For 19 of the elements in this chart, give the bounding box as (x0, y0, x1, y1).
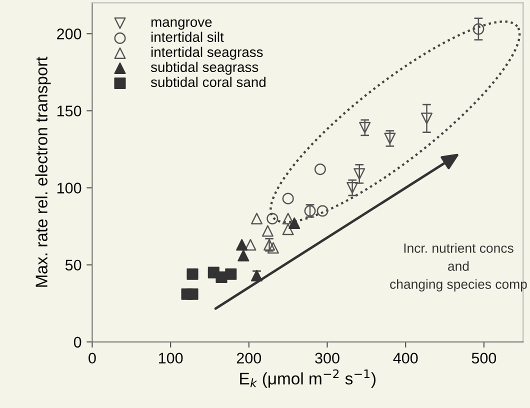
x-axis-title: E$_{k}$ (μmol m$^{−2}$ s$^{−1}$) (240, 369, 376, 388)
y-tick-label: 50 (65, 260, 82, 271)
annotation: Incr. nutrient concs and changing species comp (390, 243, 527, 292)
legend-label: intertidal silt (151, 32, 224, 42)
x-tick-label: 500 (472, 352, 496, 364)
y-tick-label: 0 (74, 336, 82, 348)
y-tick-label: 100 (57, 182, 82, 194)
legend-label: mangrove (151, 19, 212, 30)
y-tick-label: 200 (57, 28, 82, 40)
x-tick-label: 100 (158, 352, 183, 364)
y-axis-title: Max. rate rel. electron transport (35, 56, 51, 287)
x-tick-label: 0 (88, 352, 96, 364)
y-tick-label: 150 (57, 106, 82, 116)
legend-label: subtidal seagrass (150, 62, 258, 75)
x-tick-label: 300 (315, 352, 340, 364)
legend-label: intertidal seagrass (151, 46, 263, 60)
x-tick-label: 400 (393, 352, 418, 364)
legend-label: subtidal coral sand (150, 76, 266, 88)
x-tick-label: 200 (236, 352, 262, 364)
